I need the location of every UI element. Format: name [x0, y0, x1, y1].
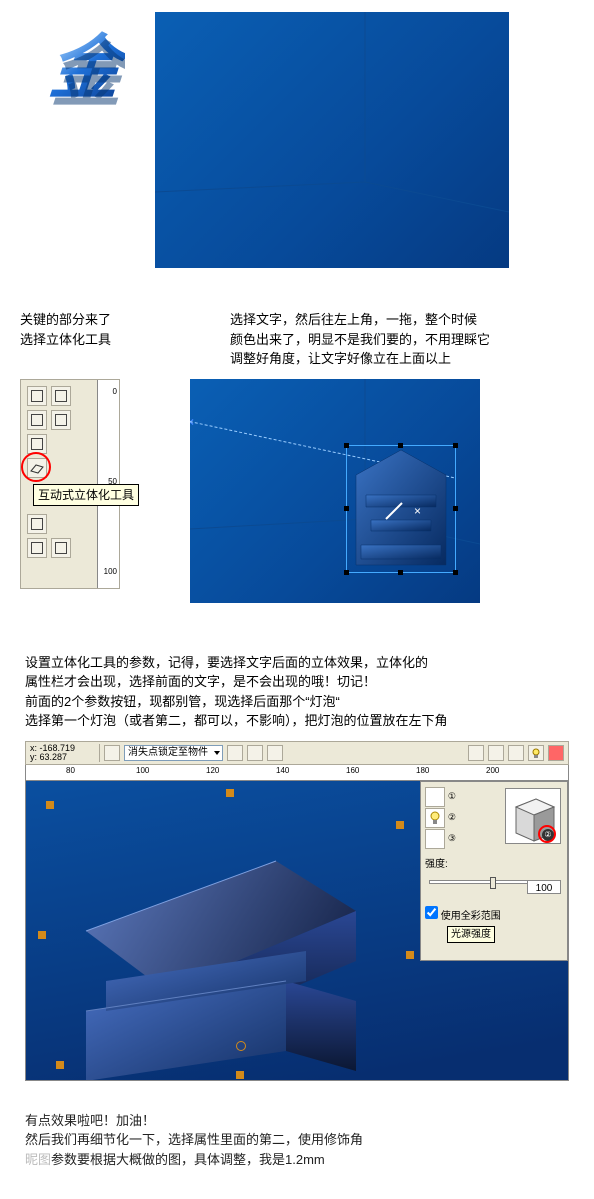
text-line: 昵图参数要根据大概做的图，具体调整，我是1.2mm [25, 1150, 569, 1170]
tool-icon[interactable] [27, 434, 47, 454]
ruler-mark: 140 [276, 765, 289, 777]
selection-handle[interactable] [38, 931, 46, 939]
step-caption-left: 关键的部分来了 选择立体化工具 [20, 310, 170, 369]
section-2-text: 关键的部分来了 选择立体化工具 选择文字，然后往左上角，一拖，整个时候 颜色出来… [0, 280, 594, 379]
tool-icon[interactable] [51, 386, 71, 406]
selection-handle[interactable] [226, 789, 234, 797]
ruler-mark: 120 [206, 765, 219, 777]
lighting-icon[interactable] [528, 745, 544, 761]
step-caption-right: 选择文字，然后往左上角，一拖，整个时候 颜色出来了，明显不是我们要的，不用理睬它… [230, 310, 574, 369]
prop-icon[interactable] [267, 745, 283, 761]
extruded-text-shape: × [346, 445, 456, 573]
color-icon[interactable] [488, 745, 504, 761]
prop-icon[interactable] [548, 745, 564, 761]
text-line: 前面的2个参数按钮，现都别管，现选择后面那个“灯泡“ [25, 692, 569, 712]
text-line: 属性栏才会出现，选择前面的文字，是不会出现的哦！切记！ [25, 672, 569, 692]
tool-icon[interactable] [51, 410, 71, 430]
tool-icon[interactable] [27, 538, 47, 558]
fullcolor-checkbox-row: 使用全彩范围 [425, 906, 563, 924]
text-line: 选择立体化工具 [20, 330, 170, 350]
text-fragment: 参数要根据大概做的图，具体调整，我是1.2mm [51, 1152, 325, 1167]
checkbox-label: 使用全彩范围 [441, 911, 501, 922]
gold-logo: 金 金 [45, 20, 125, 140]
prop-icon[interactable] [247, 745, 263, 761]
ruler-mark: 80 [66, 765, 75, 777]
fullcolor-checkbox[interactable] [425, 906, 438, 919]
selection-handle[interactable] [236, 1071, 244, 1079]
tool-tooltip: 互动式立体化工具 [33, 484, 139, 506]
dropdown-label: 消失点锁定至物件 [128, 745, 208, 760]
ruler-horizontal: 80 100 120 140 160 180 200 [25, 765, 569, 781]
intensity-value[interactable]: 100 [527, 880, 561, 894]
ruler-mark: 180 [416, 765, 429, 777]
text-line: 设置立体化工具的参数，记得，要选择文字后面的立体效果，立体化的 [25, 653, 569, 673]
selection-handle[interactable] [46, 801, 54, 809]
coord-readout: x: -168.719 y: 63.287 [30, 744, 100, 762]
text-line: 选择文字，然后往左上角，一拖，整个时候 [230, 310, 574, 330]
light-slot-1[interactable]: ① [425, 787, 445, 807]
blue-room-stage [155, 12, 509, 268]
extrude-property-bar: x: -168.719 y: 63.287 消失点锁定至物件 [25, 741, 569, 765]
text-line: 关键的部分来了 [20, 310, 170, 330]
extrude-tool-button[interactable] [27, 458, 47, 478]
light-index: ③ [448, 832, 456, 846]
prop-icon[interactable] [104, 745, 120, 761]
rotation-icon[interactable] [468, 745, 484, 761]
tool-icon[interactable] [27, 386, 47, 406]
light-slot-2[interactable]: ② [425, 808, 445, 828]
text-line: 有点效果啦吧！加油！ [25, 1111, 569, 1131]
coreldraw-toolbar: 0 50 100 互动式立体化工具 [20, 379, 120, 589]
light-slot-3[interactable]: ③ [425, 829, 445, 849]
ruler-mark: 0 [113, 386, 117, 398]
text-line: 然后我们再细节化一下，选择属性里面的第二，使用修饰角 [25, 1130, 569, 1150]
bevel-icon[interactable] [508, 745, 524, 761]
selection-handle[interactable] [406, 951, 414, 959]
extruded-text-large [56, 821, 376, 1081]
intensity-tooltip: 光源强度 [447, 926, 495, 943]
light-index: ② [448, 811, 456, 825]
coreldraw-canvas[interactable]: ① ② ③ ② 强度: 100 [25, 781, 569, 1081]
ruler-mark: 200 [486, 765, 499, 777]
section-3-screenshot: x: -168.719 y: 63.287 消失点锁定至物件 80 100 12… [25, 741, 569, 1081]
light-index: ① [448, 790, 456, 804]
text-line: 选择第一个灯泡（或者第二，都可以，不影响），把灯泡的位置放在左下角 [25, 711, 569, 731]
extrude-preview-stage: × × [190, 379, 480, 603]
prop-icon[interactable] [227, 745, 243, 761]
section-3-text: 设置立体化工具的参数，记得，要选择文字后面的立体效果，立体化的 属性栏才会出现，… [0, 623, 594, 741]
ruler-mark: 160 [346, 765, 359, 777]
vanishing-point-dropdown[interactable]: 消失点锁定至物件 [124, 745, 223, 761]
svg-text:×: × [414, 504, 421, 518]
section-1: 金 金 [0, 0, 594, 280]
watermark-fragment: 昵图 [25, 1152, 51, 1167]
section-2-images: 0 50 100 互动式立体化工具 × [0, 379, 594, 623]
text-line: 颜色出来了，明显不是我们要的，不用理睬它 [230, 330, 574, 350]
selection-handle[interactable] [396, 821, 404, 829]
tool-icon[interactable] [27, 410, 47, 430]
tool-icon[interactable] [27, 514, 47, 534]
rotation-center-handle[interactable] [236, 1041, 246, 1051]
red-highlight-circle [538, 825, 556, 843]
tool-icon[interactable] [51, 538, 71, 558]
light-preview-cube[interactable]: ② [505, 788, 561, 844]
coord-y: 63.287 [40, 752, 68, 762]
section-4-text: 有点效果啦吧！加油！ 然后我们再细节化一下，选择属性里面的第二，使用修饰角 昵图… [0, 1081, 594, 1199]
lighting-popup: ① ② ③ ② 强度: 100 [420, 781, 568, 961]
ruler-mark: 100 [104, 566, 117, 578]
intensity-label: 强度: [425, 857, 563, 872]
text-line: 调整好角度，让文字好像立在上面以上 [230, 349, 574, 369]
selection-handle[interactable] [56, 1061, 64, 1069]
ruler-mark: 100 [136, 765, 149, 777]
